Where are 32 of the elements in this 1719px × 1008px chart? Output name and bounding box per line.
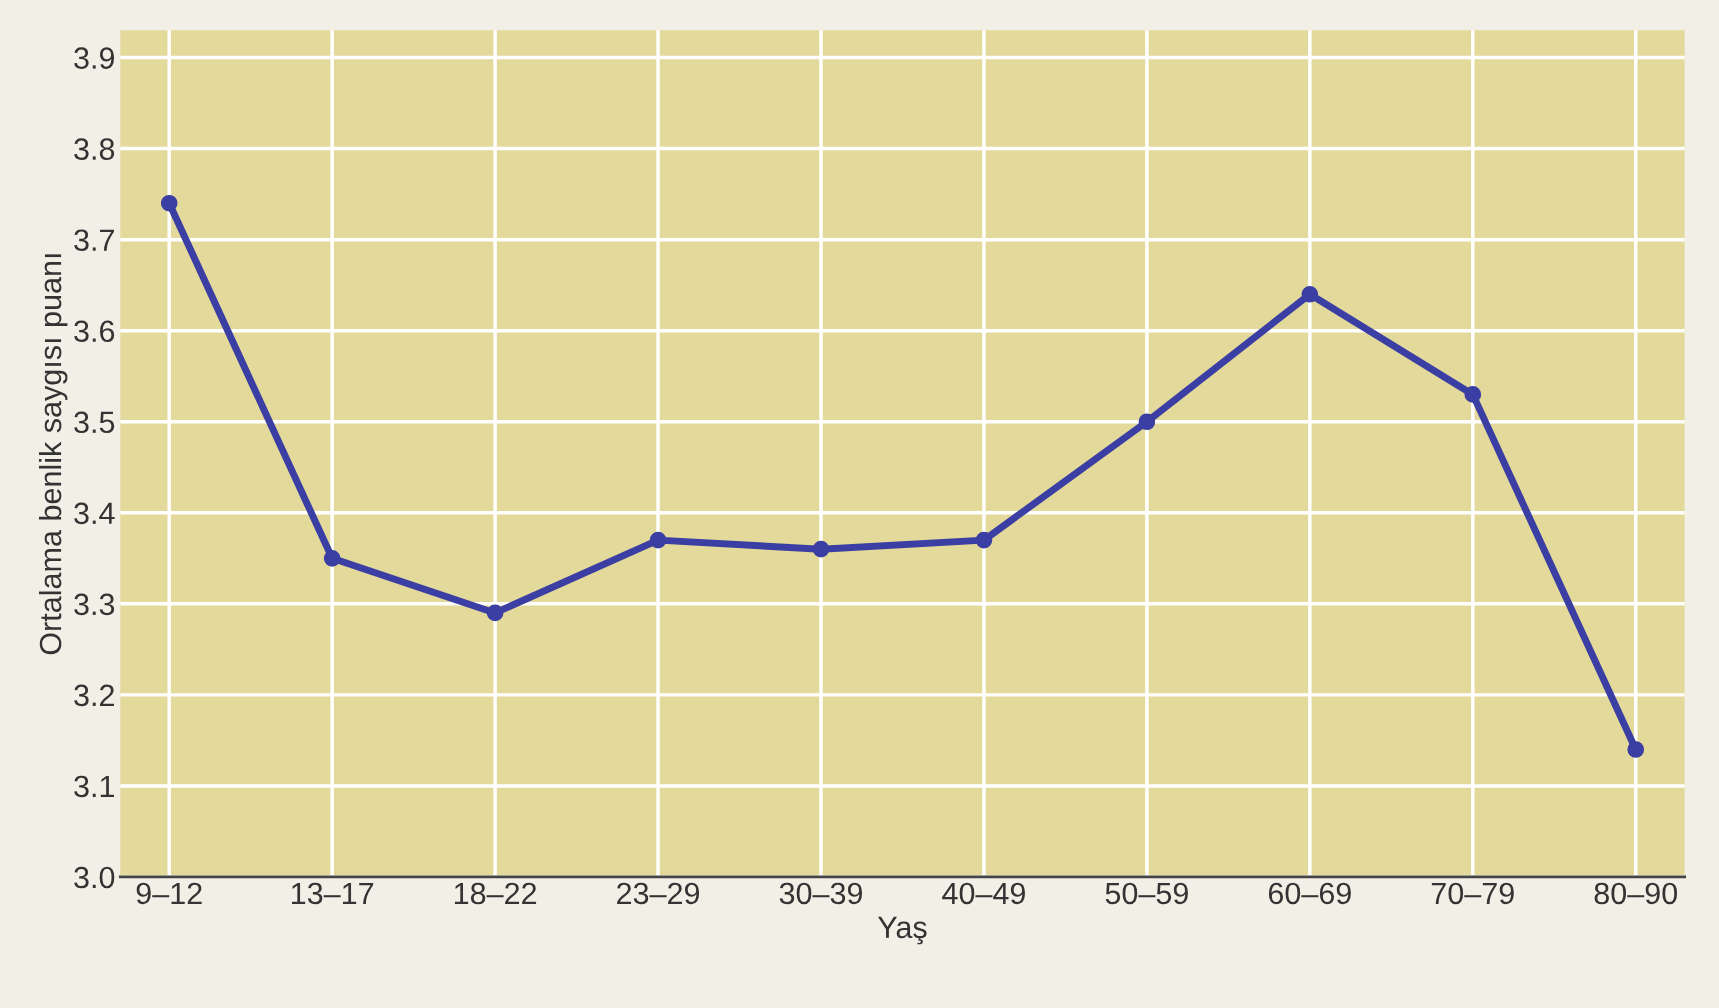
y-tick-label: 3.9 bbox=[74, 47, 115, 69]
y-tick-label: 3.8 bbox=[74, 138, 115, 160]
point bbox=[1627, 741, 1645, 758]
x-tick-label: 9–12 bbox=[136, 882, 202, 905]
y-tick-label: 3.3 bbox=[74, 593, 115, 616]
x-tick-label: 18–22 bbox=[454, 882, 537, 905]
x-tick-label: 80–90 bbox=[1594, 882, 1678, 905]
y-tick-label: 3.5 bbox=[74, 411, 115, 434]
x-tick-label: 30–39 bbox=[779, 882, 863, 905]
x-tick-label: 13–17 bbox=[292, 882, 374, 905]
point bbox=[1301, 285, 1319, 303]
y-axis-title: Ortalama benlik saygısı puanı bbox=[38, 254, 68, 655]
point bbox=[1138, 413, 1156, 431]
x-axis-title: Yaş bbox=[877, 916, 927, 945]
y-tick-label: 3.0 bbox=[74, 866, 115, 889]
y-tick-label: 3.2 bbox=[74, 684, 114, 707]
x-tick-label: 23–29 bbox=[617, 882, 700, 905]
x-tick-label: 70–79 bbox=[1431, 882, 1514, 905]
x-tick-label: 40–49 bbox=[942, 882, 1025, 905]
point bbox=[975, 531, 993, 549]
y-tick-label: 3.6 bbox=[74, 320, 115, 343]
x-tick-label: 50–59 bbox=[1105, 882, 1188, 905]
point bbox=[486, 604, 504, 622]
y-tick-label: 3.7 bbox=[74, 229, 114, 252]
y-tick-label: 3.4 bbox=[74, 502, 115, 525]
point bbox=[649, 531, 667, 549]
point bbox=[160, 194, 178, 212]
point bbox=[323, 549, 341, 567]
point bbox=[812, 540, 830, 558]
point bbox=[1464, 386, 1482, 403]
y-tick-label: 3.1 bbox=[74, 775, 114, 798]
x-tick-label: 60–69 bbox=[1268, 882, 1351, 905]
